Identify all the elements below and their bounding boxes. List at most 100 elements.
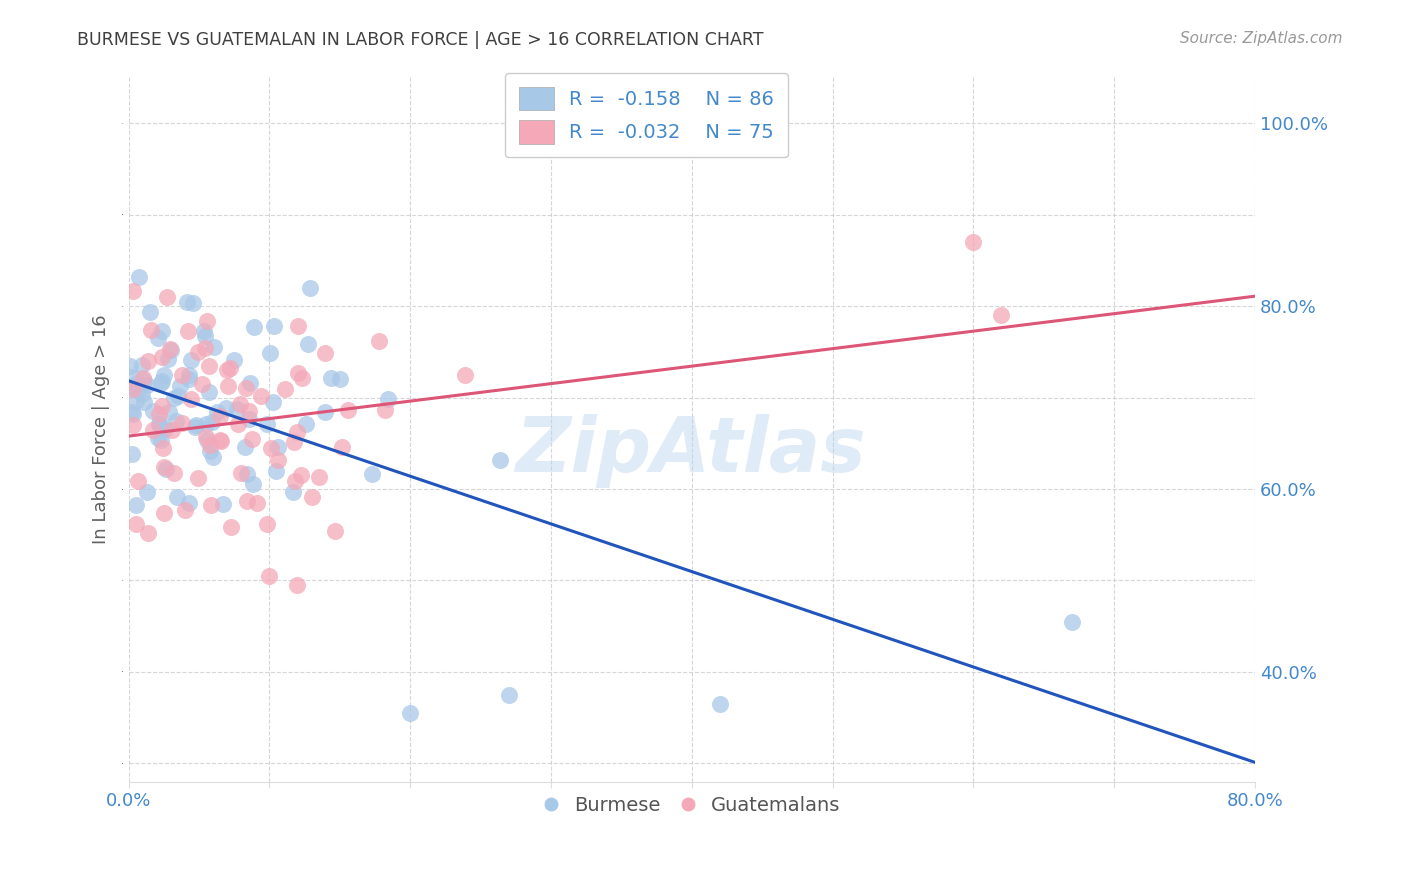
Point	[121, 370, 143, 384]
Point	[172, 368, 194, 383]
Point	[212, 497, 235, 511]
Point	[162, 466, 184, 480]
Point	[160, 423, 183, 437]
Point	[125, 516, 148, 531]
Point	[284, 474, 307, 488]
Point	[180, 392, 202, 407]
Point	[136, 378, 159, 392]
Point	[238, 404, 260, 418]
Point	[194, 329, 217, 343]
Point	[287, 319, 309, 334]
Point	[259, 569, 281, 583]
Point	[233, 440, 256, 454]
Point	[236, 467, 259, 481]
Point	[207, 405, 229, 419]
Point	[290, 468, 312, 483]
Point	[283, 434, 305, 449]
Point	[139, 304, 162, 318]
Point	[169, 379, 191, 393]
Point	[195, 417, 218, 431]
Point	[153, 422, 176, 436]
Point	[179, 496, 201, 510]
Point	[287, 578, 309, 592]
Point	[243, 319, 266, 334]
Point	[132, 375, 155, 389]
Point	[240, 432, 263, 446]
Point	[209, 409, 232, 424]
Point	[120, 359, 142, 374]
Point	[149, 376, 172, 391]
Point	[121, 417, 143, 432]
Point	[150, 351, 173, 365]
Point	[150, 400, 173, 414]
Point	[367, 334, 389, 349]
Point	[121, 382, 143, 396]
Point	[259, 346, 281, 360]
Point	[128, 270, 150, 285]
Point	[281, 485, 304, 500]
Point	[285, 425, 308, 439]
Point	[377, 392, 399, 406]
Point	[332, 440, 354, 454]
Point	[488, 453, 510, 467]
Point	[183, 420, 205, 434]
Point	[131, 387, 153, 401]
Point	[125, 383, 148, 397]
Legend: Burmese, Guatemalans: Burmese, Guatemalans	[533, 787, 851, 825]
Point	[256, 417, 278, 431]
Point	[319, 371, 342, 385]
Point	[148, 407, 170, 421]
Point	[323, 524, 346, 539]
Point	[301, 491, 323, 505]
Point	[165, 414, 187, 428]
Point	[498, 688, 520, 702]
Point	[235, 381, 257, 395]
Point	[152, 374, 174, 388]
Point	[139, 323, 162, 337]
Point	[215, 401, 238, 415]
Y-axis label: In Labor Force | Age > 16: In Labor Force | Age > 16	[93, 315, 110, 544]
Point	[195, 433, 218, 447]
Point	[121, 407, 143, 421]
Point	[159, 405, 181, 419]
Point	[337, 403, 360, 417]
Point	[198, 443, 221, 458]
Point	[142, 403, 165, 417]
Point	[263, 318, 285, 333]
Point	[299, 281, 322, 295]
Point	[195, 314, 218, 328]
Point	[153, 506, 176, 520]
Point	[181, 296, 204, 310]
Point	[125, 376, 148, 391]
Text: BURMESE VS GUATEMALAN IN LABOR FORCE | AGE > 16 CORRELATION CHART: BURMESE VS GUATEMALAN IN LABOR FORCE | A…	[77, 31, 763, 49]
Point	[191, 376, 214, 391]
Point	[131, 370, 153, 384]
Point	[219, 520, 242, 534]
Point	[142, 423, 165, 437]
Point	[287, 366, 309, 380]
Point	[454, 368, 477, 383]
Point	[314, 405, 336, 419]
Point	[177, 324, 200, 338]
Point	[962, 235, 984, 249]
Point	[198, 359, 221, 373]
Point	[226, 417, 249, 431]
Point	[150, 433, 173, 447]
Point	[134, 395, 156, 409]
Point	[179, 368, 201, 382]
Point	[148, 331, 170, 345]
Point	[308, 470, 330, 484]
Point	[291, 370, 314, 384]
Point	[148, 417, 170, 431]
Point	[159, 343, 181, 357]
Point	[211, 434, 233, 449]
Point	[121, 405, 143, 419]
Text: Source: ZipAtlas.com: Source: ZipAtlas.com	[1180, 31, 1343, 46]
Point	[239, 376, 262, 390]
Point	[266, 464, 288, 478]
Point	[399, 706, 422, 720]
Point	[121, 447, 143, 461]
Point	[209, 434, 232, 448]
Point	[138, 525, 160, 540]
Point	[197, 384, 219, 399]
